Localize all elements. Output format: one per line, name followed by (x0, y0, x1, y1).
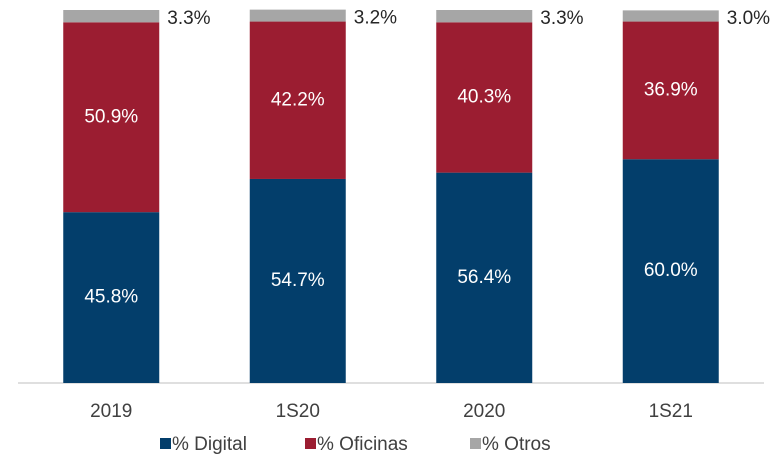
x-tick-label: 1S20 (276, 401, 320, 422)
data-label: 3.0% (727, 8, 770, 29)
data-label: 50.9% (84, 106, 138, 127)
legend-label: % Oficinas (317, 434, 408, 455)
bar-segment (249, 21, 346, 179)
legend-swatch (470, 438, 481, 449)
bar-segment (436, 172, 533, 383)
bar-segment (622, 159, 719, 383)
legend-swatch (305, 438, 316, 449)
legend-label: % Digital (172, 434, 247, 455)
data-label: 45.8% (84, 287, 138, 308)
data-label: 60.0% (644, 260, 698, 281)
bar-segment (63, 10, 160, 23)
bar-segment (249, 178, 346, 383)
legend-swatch (160, 438, 171, 449)
x-tick-label: 2019 (90, 401, 132, 422)
data-label: 42.2% (271, 89, 325, 110)
data-label: 40.3% (457, 86, 511, 107)
data-label: 54.7% (271, 270, 325, 291)
data-label: 3.3% (167, 8, 210, 29)
data-label: 3.3% (540, 8, 583, 29)
legend-label: % Otros (482, 434, 551, 455)
bar-segment (436, 10, 533, 23)
data-label: 36.9% (644, 79, 698, 100)
x-tick-label: 1S21 (649, 401, 693, 422)
bar-segment (622, 10, 719, 22)
bar-segment (249, 9, 346, 22)
bar-segment (622, 21, 719, 160)
x-tick-label: 2020 (463, 401, 505, 422)
bar-segment (63, 22, 160, 213)
bar-segment (63, 212, 160, 383)
data-label: 3.2% (354, 8, 397, 29)
data-label: 56.4% (457, 267, 511, 288)
bar-segment (436, 22, 533, 173)
